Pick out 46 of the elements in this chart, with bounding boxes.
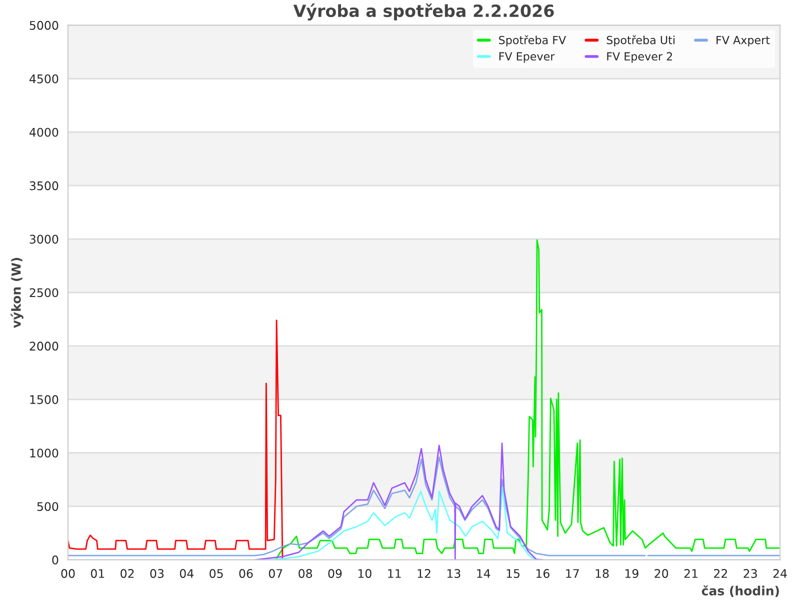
x-tick-label: 16: [536, 569, 550, 578]
x-axis-title: čas (hodin): [702, 585, 779, 597]
x-tick-label: 02: [120, 569, 134, 578]
y-tick-label: 4500: [30, 74, 58, 84]
x-tick-label: 13: [447, 569, 460, 578]
legend-label: FV Axpert: [716, 36, 770, 46]
x-tick-label: 01: [90, 569, 104, 578]
legend-label: Spotřeba FV: [499, 35, 566, 46]
x-tick-label: 14: [477, 569, 490, 578]
x-tick-label: 23: [744, 569, 757, 578]
x-tick-label: 03: [150, 569, 164, 578]
x-tick-label: 20: [654, 569, 668, 578]
y-tick-label: 4000: [30, 128, 58, 137]
y-tick-label: 5000: [30, 20, 58, 30]
x-tick-label: 21: [684, 569, 698, 578]
x-tick-label: 00: [61, 569, 75, 578]
x-tick-label: 12: [418, 569, 430, 578]
x-tick-label: 06: [239, 569, 253, 578]
legend-label: FV Epever: [499, 52, 555, 63]
x-tick-label: 04: [180, 569, 194, 578]
x-tick-label: 18: [596, 569, 609, 578]
y-axis-title: výkon (W): [10, 258, 24, 328]
y-tick-label: 3500: [30, 181, 58, 190]
y-tick-label: 1500: [30, 395, 58, 404]
legend-label: Spotřeba Uti: [606, 35, 674, 46]
x-tick-label: 08: [298, 569, 312, 578]
x-tick-label: 17: [566, 569, 579, 578]
x-tick-label: 05: [210, 569, 223, 578]
line-series: [68, 320, 284, 560]
x-tick-label: 22: [714, 569, 727, 578]
y-tick-label: 2500: [30, 288, 58, 298]
y-tick-label: 2000: [30, 342, 58, 351]
chart-title: Výroba a spotřeba 2.2.2026: [293, 4, 554, 20]
x-tick-label: 24: [773, 569, 787, 578]
x-tick-label: 09: [328, 569, 342, 578]
y-tick-label: 3000: [30, 234, 58, 244]
y-tick-label: 1000: [30, 448, 58, 458]
x-tick-label: 07: [268, 569, 282, 578]
x-tick-label: 15: [506, 569, 520, 578]
x-tick-label: 11: [388, 569, 401, 578]
line-series: [274, 239, 780, 560]
x-tick-label: 19: [625, 569, 638, 578]
y-tick-label: 0: [52, 556, 58, 564]
legend-label: FV Epever 2: [607, 52, 672, 63]
y-tick-label: 500: [37, 502, 58, 511]
x-tick-label: 10: [358, 569, 372, 578]
